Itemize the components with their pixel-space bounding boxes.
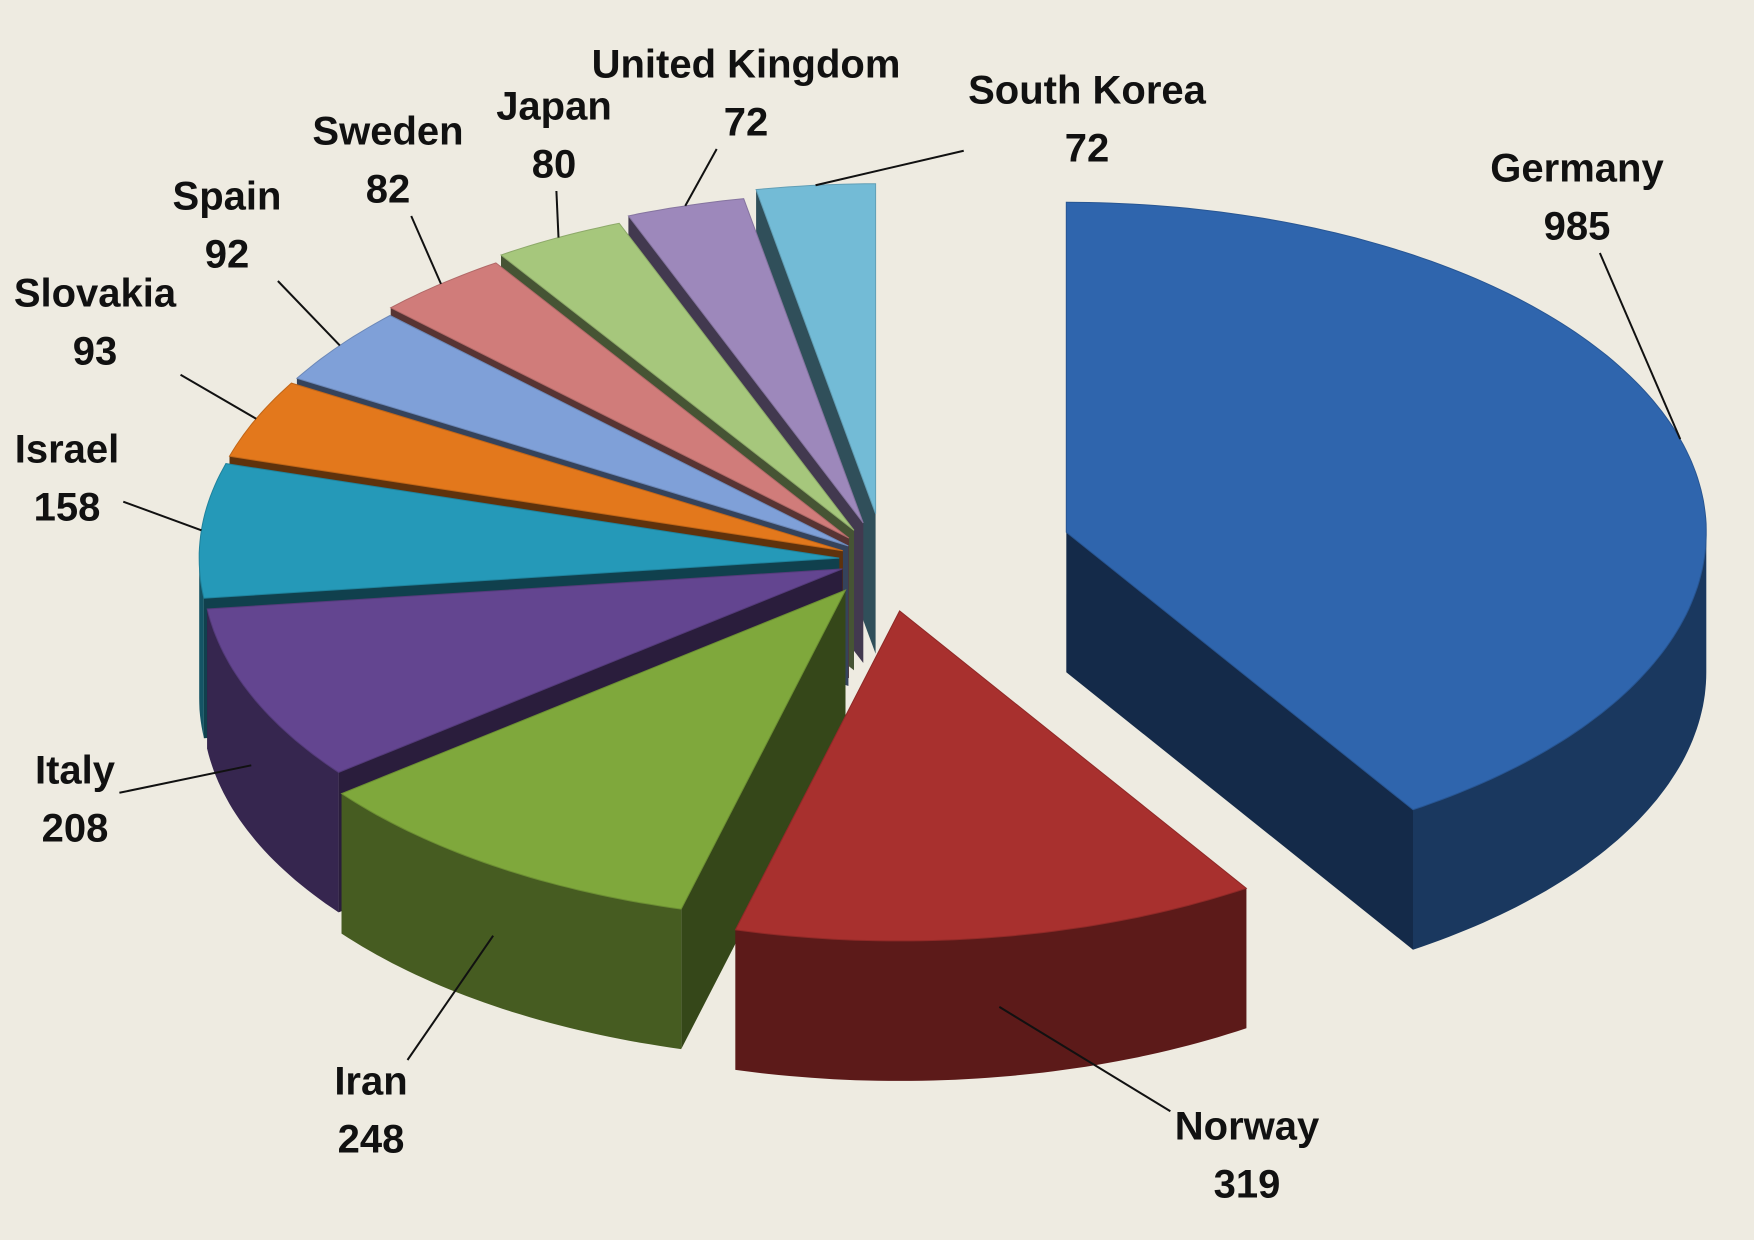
slice-top (340, 589, 847, 910)
slice-wall (341, 793, 682, 1050)
slice-wall (1413, 532, 1707, 950)
slice-side (681, 590, 846, 1050)
leader-line (684, 148, 718, 207)
slice-top (206, 568, 843, 773)
data-label: Spain 92 (173, 175, 282, 277)
slice-top (627, 198, 864, 524)
data-label: Slovakia 93 (14, 272, 177, 374)
label-value: 72 (1065, 127, 1110, 171)
slice-wall (735, 888, 1247, 1081)
label-name: Norway (1175, 1105, 1320, 1149)
label-name: South Korea (968, 69, 1207, 113)
leader-line (277, 280, 341, 347)
label-value: 80 (532, 143, 577, 187)
label-value: 92 (205, 233, 250, 277)
label-value: 985 (1544, 205, 1611, 249)
label-value: 82 (366, 168, 411, 212)
label-name: United Kingdom (592, 43, 901, 87)
data-label: South Korea 72 (968, 69, 1207, 171)
slice-top (228, 382, 843, 552)
slice (340, 589, 847, 1050)
label-value: 319 (1214, 1163, 1281, 1207)
label-name: Iran (334, 1060, 407, 1104)
slice-top (295, 314, 849, 547)
slice-top (734, 610, 1248, 942)
leader-line (815, 149, 964, 187)
slice-top (755, 183, 877, 514)
data-label: Germany 985 (1490, 147, 1664, 249)
data-label: United Kingdom 72 (592, 43, 901, 145)
leader-line (406, 935, 494, 1061)
data-label: Japan 80 (496, 85, 612, 187)
slice (1065, 201, 1707, 950)
slice-wall (199, 558, 204, 739)
slice (734, 610, 1248, 1081)
leader-line (122, 500, 202, 532)
slice-wall (207, 609, 339, 913)
data-label: Israel 158 (15, 428, 120, 530)
leader-line (119, 764, 252, 794)
slice-side (1066, 532, 1413, 950)
label-value: 208 (42, 807, 109, 851)
label-value: 93 (73, 330, 118, 374)
slice-top (1065, 201, 1707, 811)
leader-line (555, 190, 560, 238)
leader-line (180, 373, 257, 420)
data-label: Iran 248 (334, 1060, 407, 1162)
label-name: Japan (496, 85, 612, 129)
label-name: Germany (1490, 147, 1664, 191)
leader-line (410, 215, 442, 285)
label-value: 158 (34, 486, 101, 530)
label-value: 72 (724, 101, 769, 145)
label-name: Spain (173, 175, 282, 219)
label-name: Italy (35, 749, 116, 793)
label-name: Sweden (312, 110, 463, 154)
data-label: Italy 208 (35, 749, 116, 851)
labels: Germany 985 Norway 319 Iran 248 Italy 208 Israel… (14, 43, 1682, 1207)
pie (198, 183, 1707, 1081)
label-name: Israel (15, 428, 120, 472)
data-label: Norway 319 (1175, 1105, 1320, 1207)
leader-line (1598, 252, 1682, 440)
label-name: Slovakia (14, 272, 177, 316)
data-label: Sweden 82 (312, 110, 463, 212)
slice-top (389, 262, 850, 539)
leader-line (998, 1006, 1171, 1113)
label-value: 248 (338, 1118, 405, 1162)
